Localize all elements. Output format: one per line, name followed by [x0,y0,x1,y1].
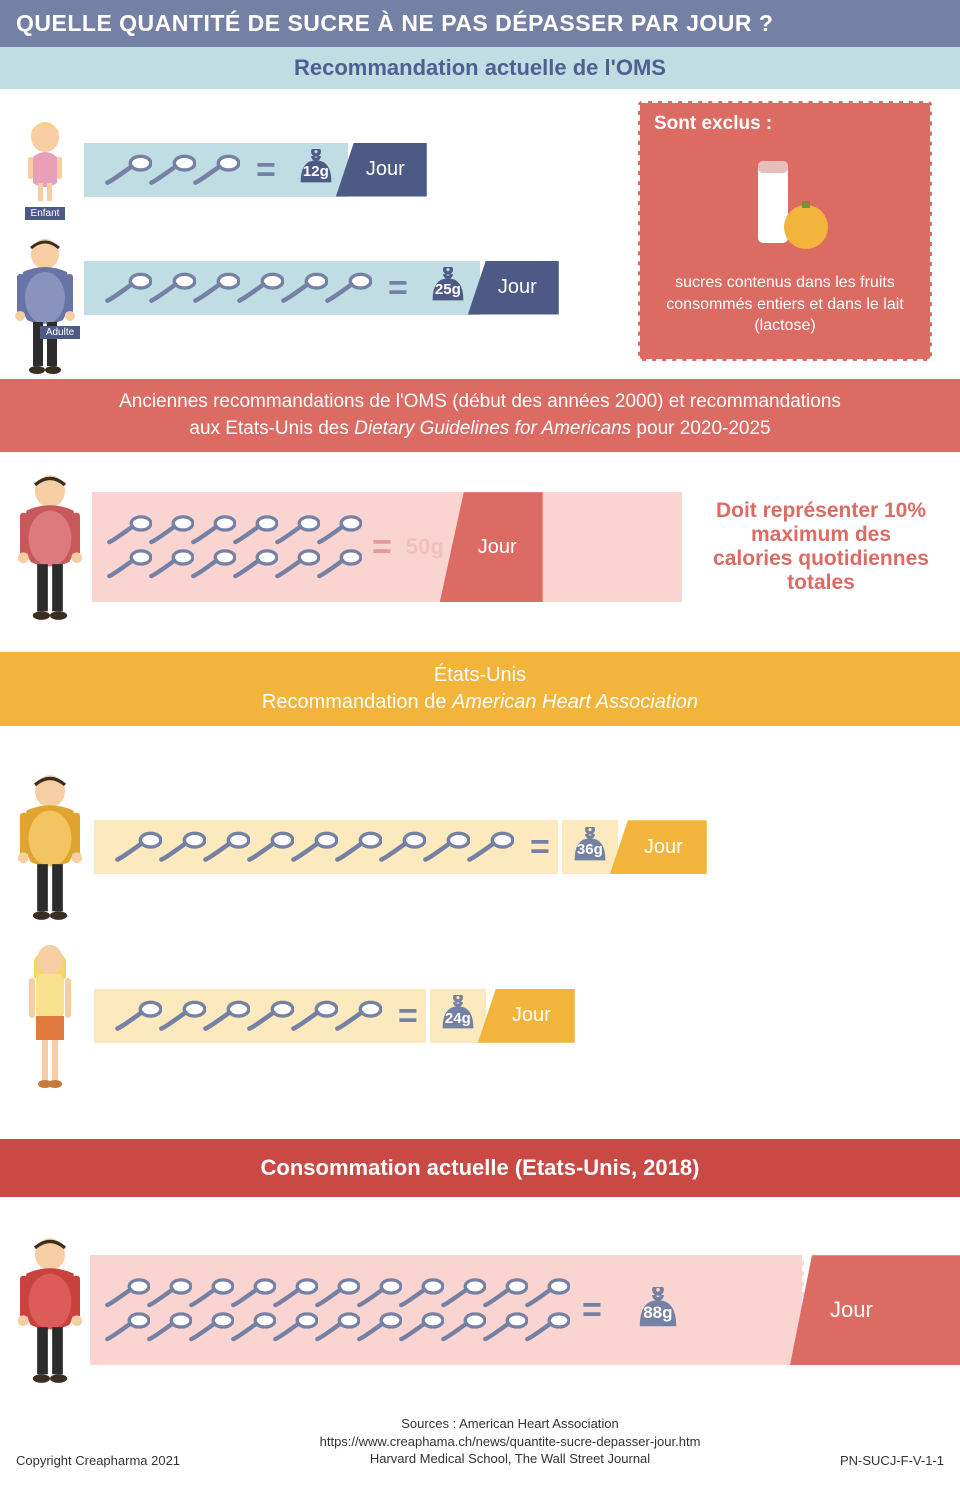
aha-man-per: Jour [610,820,707,874]
old-spoons [92,514,358,580]
equals-icon: = [358,530,406,564]
footer: Copyright Creapharma 2021 Sources : Amer… [0,1407,960,1486]
consumption-grams: 88g [643,1303,672,1323]
aha-woman-spoons [94,989,390,1043]
equals-icon: = [566,1293,618,1327]
child-bar: = 12g Jour [84,143,427,197]
exclusion-box: Sont exclus : sucres contenus dans les f… [638,101,932,361]
child-weight: 12g [294,149,338,190]
aha-man-grams: 36g [577,841,603,858]
equals-icon: = [522,820,558,874]
child-spoons [84,143,248,197]
old-banner-line2: aux Etats-Unis des Dietary Guidelines fo… [24,416,936,443]
sources: Sources : American Heart Association htt… [180,1415,840,1468]
old-section: = 50g Jour Doit représenter 10% maximum … [0,452,960,652]
equals-icon: = [248,143,284,197]
adult-grams: 25g [435,282,461,299]
aha-woman-grams: 24g [445,1010,471,1027]
old-grams: 50g [406,534,454,560]
aha-man-spoons [94,820,522,874]
aha-woman-weight: 24g [430,989,486,1043]
consumption-heading: Consommation actuelle (Etats-Unis, 2018) [0,1139,960,1197]
aha-heading-line1: États-Unis [10,662,950,689]
aha-section: = 36g Jour [0,726,960,1139]
aha-heading-line2: Recommandation de American Heart Associa… [10,689,950,716]
aha-man-bar: = 36g Jour [94,820,707,874]
adult-per: Jour [468,261,559,315]
child-label: Enfant [25,207,66,220]
copyright: Copyright Creapharma 2021 [16,1453,180,1468]
exclusion-heading: Sont exclus : [654,113,916,135]
consumption-bar: = 88g Jour [90,1255,960,1365]
aha-woman-icon [0,938,100,1093]
aha-woman-per: Jour [478,989,575,1043]
old-adult-icon [0,472,100,622]
exclusion-text: sucres contenus dans les fruits consommé… [654,272,916,337]
consumption-section: = 88g Jour [0,1197,960,1407]
old-banner: Anciennes recommandations de l'OMS (débu… [0,379,960,452]
equals-icon: = [390,989,426,1043]
old-per: Jour [440,492,543,602]
consumption-man-icon [0,1235,100,1385]
aha-banner: États-Unis Recommandation de American He… [0,652,960,726]
aha-woman-bar: = 24g Jour [94,989,575,1043]
child-icon: Enfant [0,119,90,220]
milk-fruit-icon [654,149,916,264]
child-grams: 12g [303,164,329,181]
doc-code: PN-SUCJ-F-V-1-1 [840,1453,944,1468]
child-per: Jour [336,143,427,197]
oms-heading: Recommandation actuelle de l'OMS [0,47,960,89]
aha-man-weight: 36g [562,820,618,874]
consumption-spoons [90,1277,566,1343]
aha-man-row: = 36g Jour [0,772,960,922]
old-banner-line1: Anciennes recommandations de l'OMS (débu… [24,389,936,416]
oms-section: Enfant = 12g Jour [0,89,960,379]
adult-spoons [84,261,380,315]
adult-weight: 25g [426,267,470,308]
consumption-per: Jour [790,1255,960,1365]
aha-man-icon [0,772,100,922]
equals-icon: = [380,261,416,315]
aha-woman-row: = 24g Jour [0,938,960,1093]
adult-label: Adulte [40,326,80,339]
adult-icon: Adulte [0,236,90,339]
adult-bar: = 25g Jour [84,261,559,315]
consumption-weight: 88g [622,1287,694,1334]
main-title: QUELLE QUANTITÉ DE SUCRE À NE PAS DÉPASS… [0,0,960,47]
old-bar: = 50g Jour [92,492,682,602]
old-note: Doit représenter 10% maximum des calorie… [682,499,960,595]
